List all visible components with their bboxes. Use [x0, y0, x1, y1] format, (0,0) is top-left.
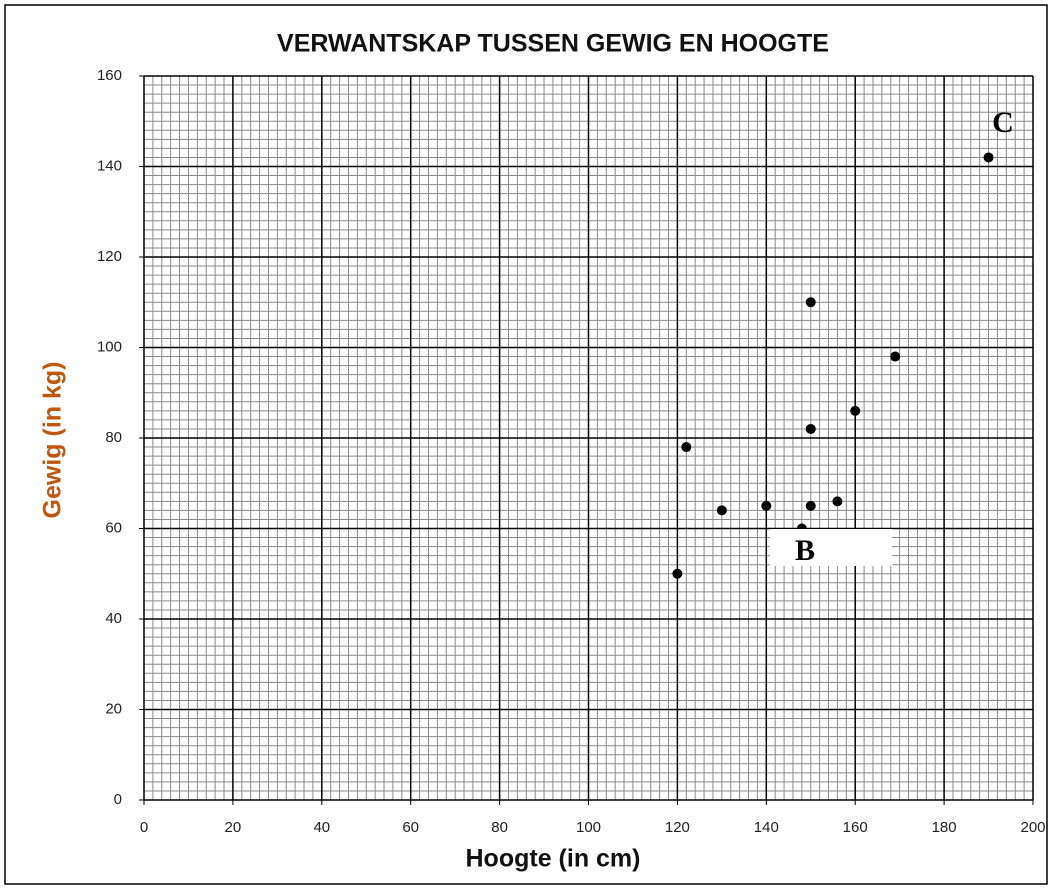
- x-tick-label: 20: [225, 819, 242, 836]
- chart-title: VERWANTSKAP TUSSEN GEWIG EN HOOGTE: [277, 30, 829, 58]
- point: [761, 500, 772, 511]
- x-tick-label: 60: [402, 819, 419, 836]
- point: [850, 405, 861, 416]
- point: [983, 152, 994, 163]
- x-tick-label: 140: [754, 819, 779, 836]
- point: [805, 500, 816, 511]
- y-tick-label: 100: [97, 338, 122, 355]
- y-tick-label: 160: [97, 67, 122, 84]
- annotation: C: [992, 106, 1014, 139]
- point: [805, 297, 816, 308]
- annotation-box: [770, 529, 892, 566]
- point: [832, 496, 843, 507]
- y-tick-label: 120: [97, 248, 122, 265]
- y-tick-label: 0: [114, 791, 122, 808]
- x-axis-label: Hoogte (in cm): [466, 845, 641, 873]
- y-axis-label: Gewig (in kg): [39, 362, 67, 519]
- x-tick-label: 180: [932, 819, 957, 836]
- point: [890, 351, 901, 362]
- point: [805, 423, 816, 434]
- x-tick-label: 200: [1020, 819, 1045, 836]
- y-tick-label: 80: [105, 429, 122, 446]
- x-tick-label: 100: [576, 819, 601, 836]
- x-tick-label: 40: [313, 819, 330, 836]
- annotation: B: [795, 534, 815, 567]
- point: [681, 442, 692, 453]
- y-tick-label: 20: [105, 700, 122, 717]
- x-tick-label: 0: [140, 819, 148, 836]
- x-tick-label: 120: [665, 819, 690, 836]
- x-tick-label: 160: [843, 819, 868, 836]
- point: [716, 505, 727, 516]
- y-tick-label: 60: [105, 519, 122, 536]
- x-tick-label: 80: [491, 819, 508, 836]
- point: [672, 568, 683, 579]
- y-tick-label: 140: [97, 157, 122, 174]
- y-tick-label: 40: [105, 610, 122, 627]
